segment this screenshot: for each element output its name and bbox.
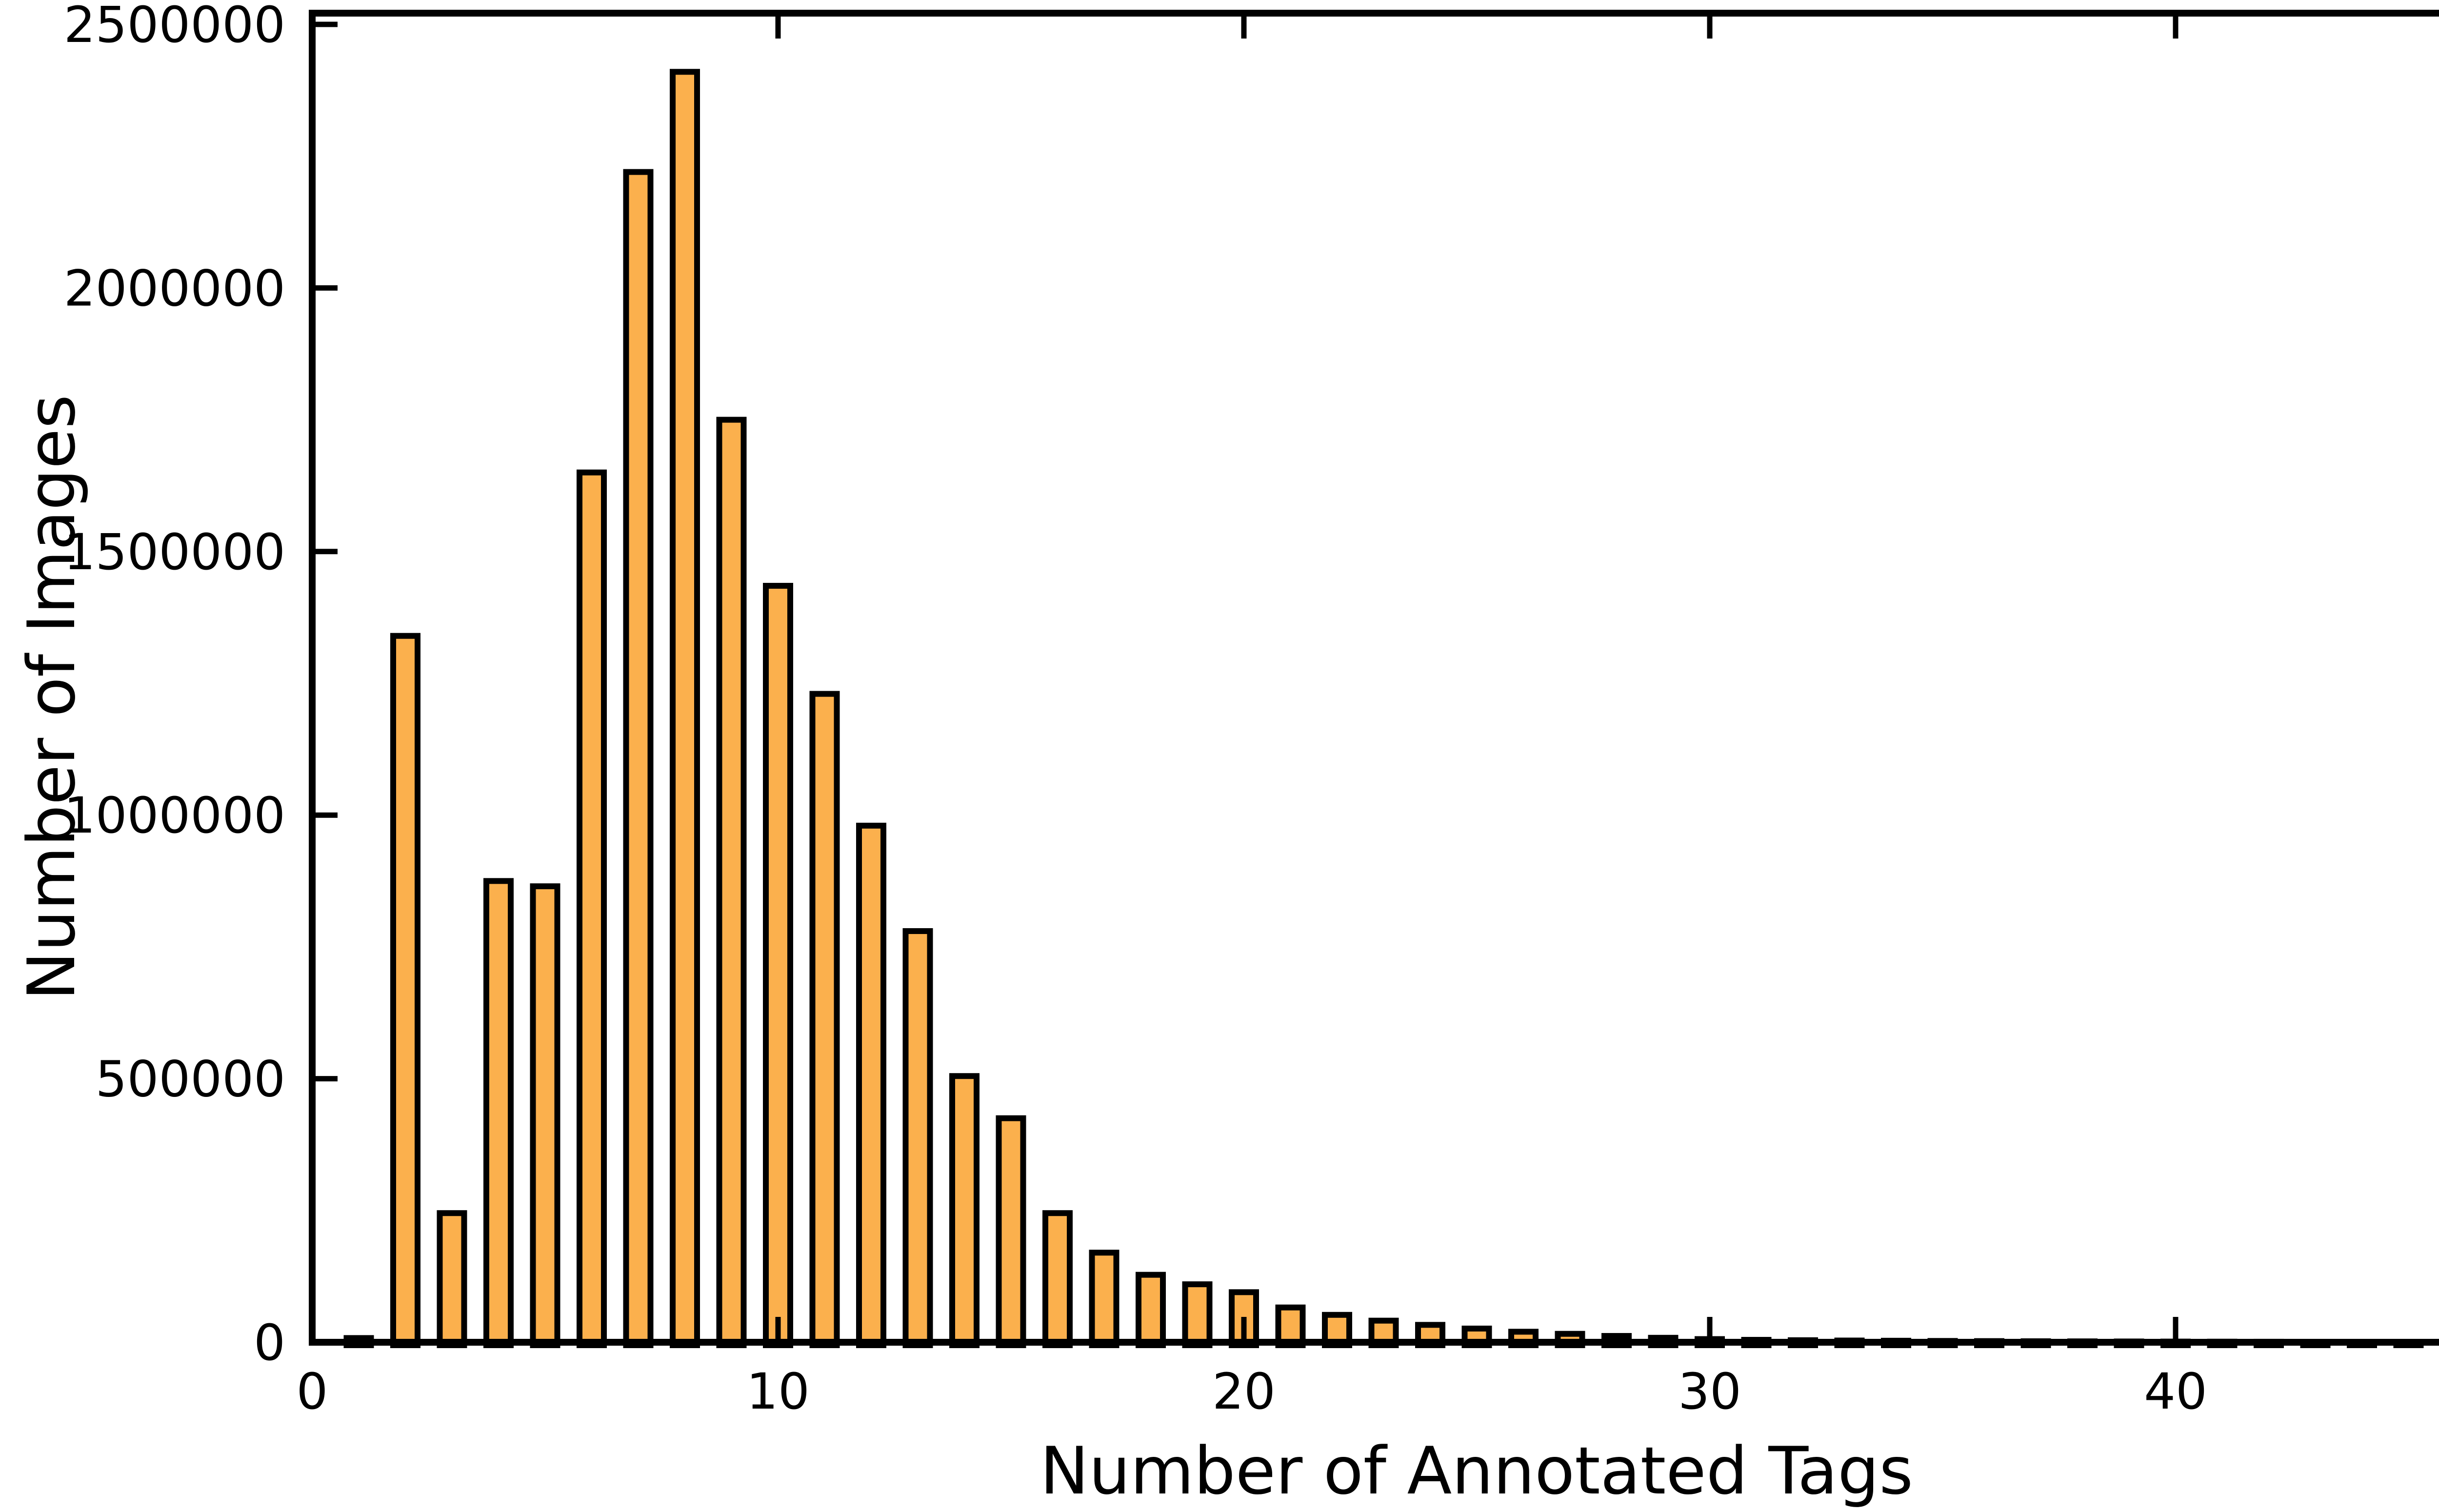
bar	[902, 928, 933, 1348]
bar	[996, 1115, 1026, 1348]
x-tick-label: 30	[1678, 1363, 1741, 1421]
bar	[763, 583, 793, 1348]
x-tick-label: 40	[2144, 1363, 2207, 1421]
x-tick-label: 20	[1212, 1363, 1276, 1421]
bars-layer	[343, 69, 2424, 1349]
bar	[716, 417, 747, 1348]
bar	[670, 69, 700, 1349]
bar	[483, 878, 514, 1349]
bar	[949, 1073, 980, 1349]
bar	[856, 822, 886, 1348]
bar	[1136, 1272, 1166, 1349]
bar	[1042, 1210, 1073, 1349]
y-axis-title: Number of Images	[14, 395, 90, 1000]
bar	[390, 633, 420, 1348]
tick-labels-layer: 010203040>=50050000010000001500000200000…	[64, 0, 2207, 1421]
bar	[437, 1210, 467, 1349]
y-tick-label: 2000000	[64, 259, 285, 318]
bar	[530, 883, 560, 1349]
bar	[577, 469, 607, 1348]
axes-layer	[309, 10, 2439, 1346]
y-tick-label: 1500000	[64, 523, 285, 581]
y-tick-label: 0	[254, 1314, 285, 1372]
x-tick-label: 0	[297, 1363, 328, 1421]
bar	[809, 691, 840, 1348]
x-axis-title: Number of Annotated Tags	[1040, 1433, 1913, 1509]
plot-border	[309, 10, 2439, 1346]
y-tick-label: 500000	[96, 1051, 285, 1109]
bar	[1182, 1281, 1213, 1349]
x-tick-label: 10	[746, 1363, 810, 1421]
bar	[623, 169, 654, 1348]
bar	[1089, 1250, 1120, 1348]
y-tick-label: 1000000	[64, 787, 285, 845]
y-tick-label: 2500000	[64, 0, 285, 54]
